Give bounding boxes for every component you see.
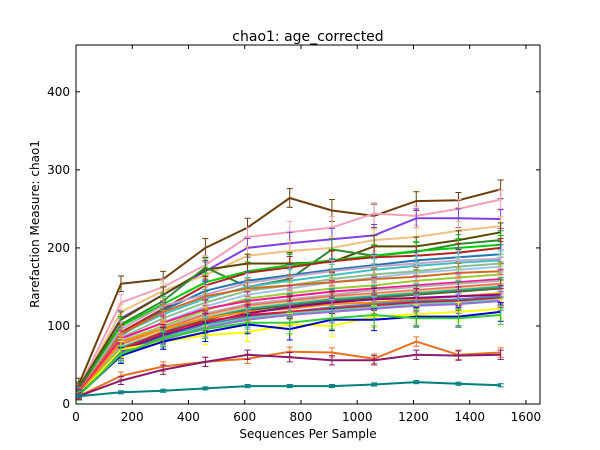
x-tick-label: 1600 xyxy=(511,410,542,424)
series-30 xyxy=(75,303,504,401)
series-33 xyxy=(75,380,504,399)
y-tick-label: 400 xyxy=(47,85,70,99)
x-tick-label: 400 xyxy=(177,410,200,424)
series-line xyxy=(78,353,501,398)
x-tick-label: 1000 xyxy=(342,410,373,424)
x-tick-label: 600 xyxy=(233,410,256,424)
series-line xyxy=(77,225,501,391)
plot-frame xyxy=(75,44,541,405)
x-tick-label: 1200 xyxy=(398,410,429,424)
chart-title: chao1: age_corrected xyxy=(232,29,383,45)
x-axis-label: Sequences Per Sample xyxy=(239,427,376,441)
x-tick-label: 200 xyxy=(121,410,144,424)
x-tick-label: 800 xyxy=(290,410,313,424)
x-tick-label: 1400 xyxy=(454,410,485,424)
y-tick-label: 0 xyxy=(62,397,70,411)
series-line xyxy=(78,340,501,398)
series-line xyxy=(77,188,501,385)
axes: 0 200 400 600 800 1000 1200 1400 1600 0 100 200 300 4… xyxy=(47,45,541,424)
y-tick-label: 300 xyxy=(47,163,70,177)
series-32 xyxy=(75,349,504,400)
y-axis-label: Rarefaction Measure: chao1 xyxy=(28,140,42,308)
y-tick-label: 200 xyxy=(47,241,70,255)
y-tick-label: 100 xyxy=(47,319,70,333)
plot-area xyxy=(75,179,504,401)
x-tick-label: 0 xyxy=(72,410,80,424)
series-line xyxy=(78,314,501,397)
series-line xyxy=(78,381,501,398)
